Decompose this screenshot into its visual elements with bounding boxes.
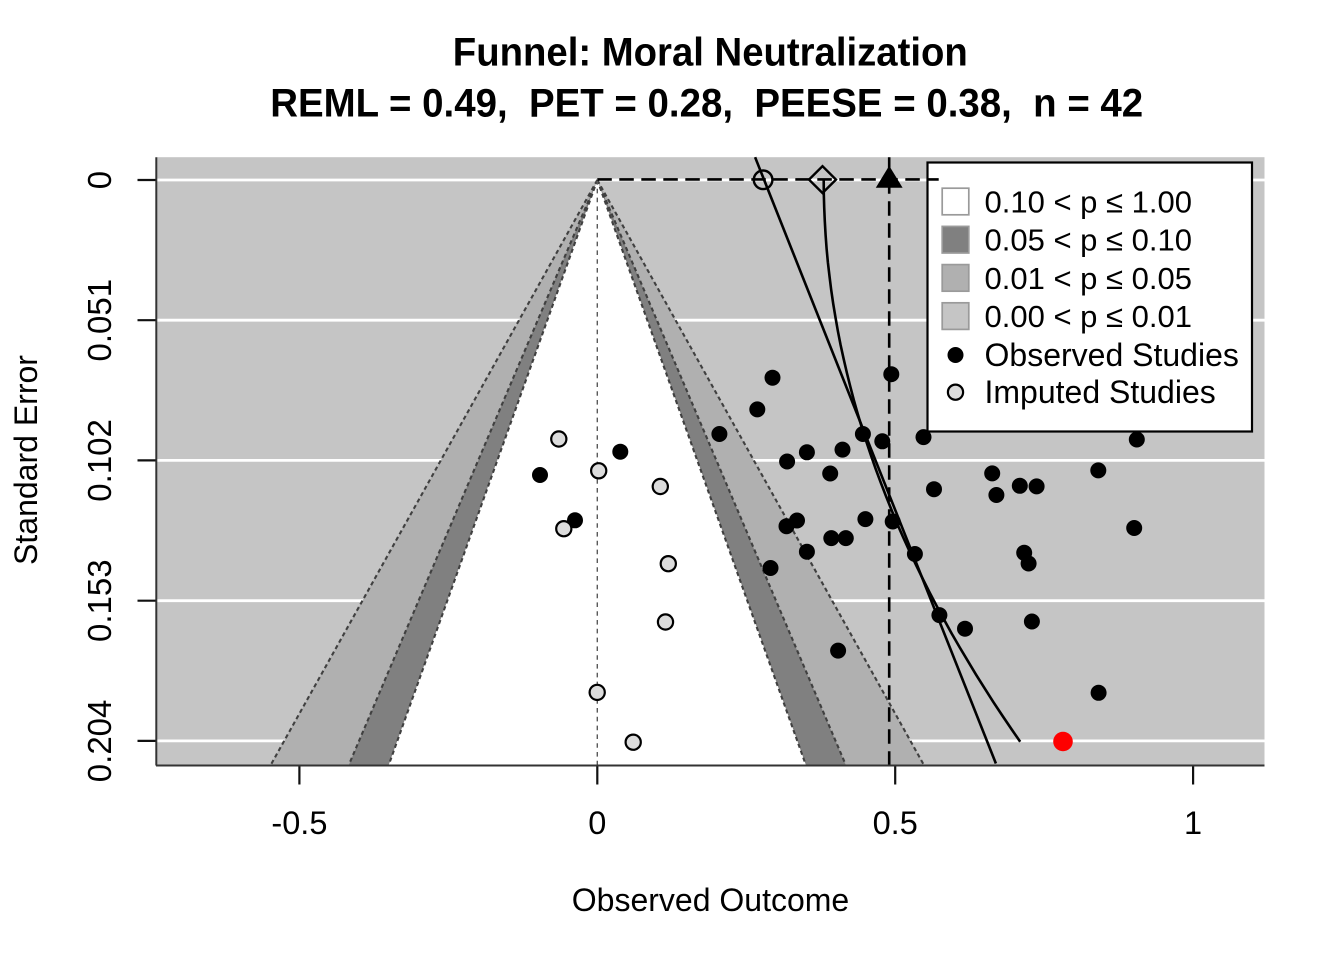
svg-text:Standard Error: Standard Error (8, 355, 44, 565)
svg-text:0.00 < p ≤ 0.01: 0.00 < p ≤ 0.01 (985, 299, 1192, 334)
svg-text:1: 1 (1184, 805, 1202, 841)
svg-text:Imputed Studies: Imputed Studies (985, 374, 1216, 410)
svg-text:0: 0 (81, 171, 118, 189)
svg-text:0.204: 0.204 (81, 700, 118, 783)
svg-text:0.102: 0.102 (81, 419, 118, 502)
svg-text:0: 0 (588, 805, 606, 841)
svg-text:0.10 < p ≤ 1.00: 0.10 < p ≤ 1.00 (985, 185, 1192, 220)
svg-text:0.05 < p ≤ 0.10: 0.05 < p ≤ 0.10 (985, 223, 1192, 258)
svg-text:Funnel: Moral Neutralization: Funnel: Moral Neutralization (453, 31, 968, 75)
svg-text:0.01 < p ≤ 0.05: 0.01 < p ≤ 0.05 (985, 261, 1192, 296)
svg-text:0.051: 0.051 (81, 279, 118, 362)
svg-text:Observed Studies: Observed Studies (985, 337, 1239, 373)
svg-text:REML = 0.49, PET = 0.28, PEE: REML = 0.49, PET = 0.28, PEESE = 0.38, n… (270, 81, 1143, 125)
svg-text:0.5: 0.5 (873, 805, 918, 841)
svg-text:-0.5: -0.5 (271, 805, 327, 841)
svg-text:0.153: 0.153 (81, 559, 118, 642)
svg-text:Observed Outcome: Observed Outcome (572, 882, 849, 918)
